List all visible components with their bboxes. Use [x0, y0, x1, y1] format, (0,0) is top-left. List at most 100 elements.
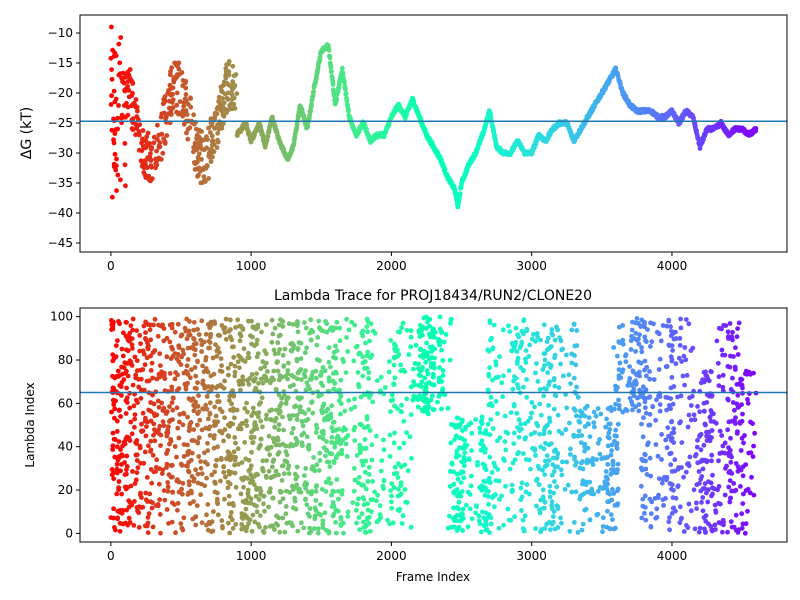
- lambda-point: [263, 525, 268, 530]
- lambda-point: [223, 316, 229, 322]
- lambda-point: [543, 386, 549, 392]
- lambda-point: [228, 510, 234, 515]
- lambda-point: [692, 526, 698, 532]
- lambda-point: [317, 458, 323, 463]
- lambda-point: [640, 434, 646, 440]
- lambda-point: [552, 383, 558, 389]
- lambda-point: [595, 511, 601, 517]
- lambda-point: [257, 513, 263, 518]
- lambda-point: [688, 348, 694, 353]
- dg-point: [166, 111, 172, 116]
- lambda-point: [238, 333, 244, 339]
- lambda-point: [542, 357, 548, 363]
- lambda-point: [623, 352, 629, 358]
- lambda-point: [534, 503, 539, 509]
- lambda-point: [299, 419, 305, 424]
- lambda-point: [563, 392, 568, 397]
- lambda-point: [654, 514, 660, 520]
- lambda-point: [111, 506, 116, 512]
- lambda-point: [392, 464, 398, 470]
- lambda-point: [365, 329, 370, 335]
- lambda-point: [738, 448, 744, 453]
- lambda-point: [484, 431, 490, 437]
- lambda-point: [609, 442, 615, 448]
- lambda-point: [329, 492, 334, 498]
- dg-y-tick-label: −30: [48, 146, 73, 160]
- lambda-point: [333, 427, 339, 433]
- lambda-point: [523, 489, 529, 495]
- lambda-point: [408, 334, 414, 340]
- lambda-point: [221, 438, 227, 444]
- lambda-point: [280, 496, 286, 502]
- lambda-point: [365, 392, 371, 397]
- lambda-point: [262, 508, 267, 514]
- lambda-point: [542, 472, 548, 477]
- dg-point: [230, 63, 236, 69]
- lambda-point: [277, 347, 282, 352]
- lambda-point: [308, 491, 314, 497]
- lambda-point: [488, 417, 494, 422]
- lambda-point: [206, 345, 212, 351]
- lambda-point: [714, 338, 720, 344]
- lambda-point: [465, 524, 471, 530]
- dg-point: [344, 98, 350, 103]
- lambda-point: [716, 484, 722, 489]
- dg-point: [136, 129, 142, 134]
- lambda-point: [159, 471, 165, 476]
- dg-axes-frame: [79, 14, 788, 253]
- lambda-point: [720, 529, 725, 535]
- lambda-point: [366, 464, 372, 470]
- lambda-point: [572, 462, 578, 468]
- lambda-point: [508, 410, 514, 415]
- lambda-point: [686, 463, 692, 469]
- lambda-point: [294, 441, 299, 447]
- lambda-point: [535, 379, 541, 384]
- lambda-point: [396, 486, 401, 492]
- lambda-point: [127, 520, 133, 525]
- lambda-point: [293, 506, 299, 512]
- lambda-point: [268, 475, 274, 481]
- lambda-point: [735, 468, 741, 474]
- lambda-point: [191, 427, 197, 432]
- lambda-point: [454, 415, 460, 421]
- lambda-point: [628, 338, 634, 343]
- lambda-point: [110, 447, 116, 452]
- lambda-point: [158, 323, 164, 329]
- lambda-point: [157, 372, 163, 378]
- lambda-point: [694, 506, 699, 511]
- lambda-point: [320, 525, 326, 530]
- lambda-point: [252, 502, 257, 508]
- lambda-point: [584, 403, 590, 409]
- lambda-point: [381, 477, 387, 483]
- lambda-point: [275, 368, 281, 374]
- lambda-point: [169, 519, 175, 525]
- lambda-point: [743, 521, 749, 527]
- dg-point: [198, 180, 204, 186]
- lambda-point: [260, 380, 266, 386]
- lambda-point: [167, 371, 173, 376]
- lambda-point: [175, 500, 181, 506]
- dg-point: [174, 102, 180, 108]
- dg-point: [199, 146, 205, 152]
- lambda-point: [502, 439, 508, 444]
- lambda-point: [389, 499, 394, 505]
- lambda-point: [637, 394, 643, 400]
- lambda-point: [730, 375, 735, 381]
- lambda-point: [370, 399, 376, 405]
- lambda-point: [410, 397, 416, 403]
- lambda-point: [155, 398, 161, 404]
- lambda-point: [358, 450, 363, 455]
- lambda-point: [333, 343, 338, 349]
- lambda-point: [451, 469, 456, 475]
- lambda-point: [408, 524, 414, 530]
- lambda-point: [175, 352, 181, 357]
- lambda-point: [429, 393, 435, 399]
- lambda-point: [306, 407, 312, 412]
- dg-point: [168, 69, 173, 74]
- lambda-point: [657, 356, 663, 362]
- dg-point: [115, 115, 121, 121]
- lambda-point: [639, 421, 644, 427]
- lambda-point: [697, 409, 703, 415]
- lambda-point: [212, 479, 218, 485]
- dg-y-tick-label: −15: [48, 56, 73, 70]
